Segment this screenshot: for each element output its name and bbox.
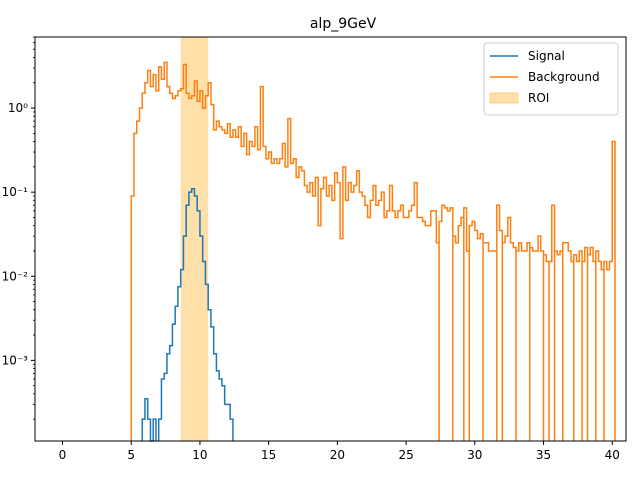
roi-band xyxy=(180,37,209,441)
x-tick-label: 5 xyxy=(127,448,135,462)
legend-label-roi: ROI xyxy=(528,91,549,105)
x-tick-label: 30 xyxy=(467,448,482,462)
x-axis: 0 5 10 15 20 25 30 35 40 xyxy=(59,441,620,462)
x-tick-label: 15 xyxy=(261,448,276,462)
y-tick-label: 10⁻¹ xyxy=(2,185,29,199)
legend-label-background: Background xyxy=(528,70,600,84)
series-layer xyxy=(130,61,616,442)
roi-band-layer xyxy=(180,37,209,441)
y-axis: 10⁻³ 10⁻² 10⁻¹ 10⁰ xyxy=(2,36,35,420)
series-line-background xyxy=(130,61,616,441)
x-tick-label: 20 xyxy=(330,448,345,462)
legend-swatch-roi xyxy=(489,92,519,104)
legend-label-signal: Signal xyxy=(528,49,565,63)
x-tick-label: 25 xyxy=(398,448,413,462)
x-tick-label: 0 xyxy=(59,448,67,462)
legend: Signal Background ROI xyxy=(483,42,619,116)
series-line-signal xyxy=(141,187,234,442)
plot-frame xyxy=(34,36,627,442)
y-tick-label: 10⁻² xyxy=(2,269,29,283)
x-tick-label: 10 xyxy=(192,448,207,462)
y-tick-label: 10⁰ xyxy=(8,101,28,115)
x-tick-label: 35 xyxy=(536,448,551,462)
x-tick-label: 40 xyxy=(605,448,620,462)
y-tick-label: 10⁻³ xyxy=(2,353,29,367)
chart-title: alp_9GeV xyxy=(310,16,377,32)
